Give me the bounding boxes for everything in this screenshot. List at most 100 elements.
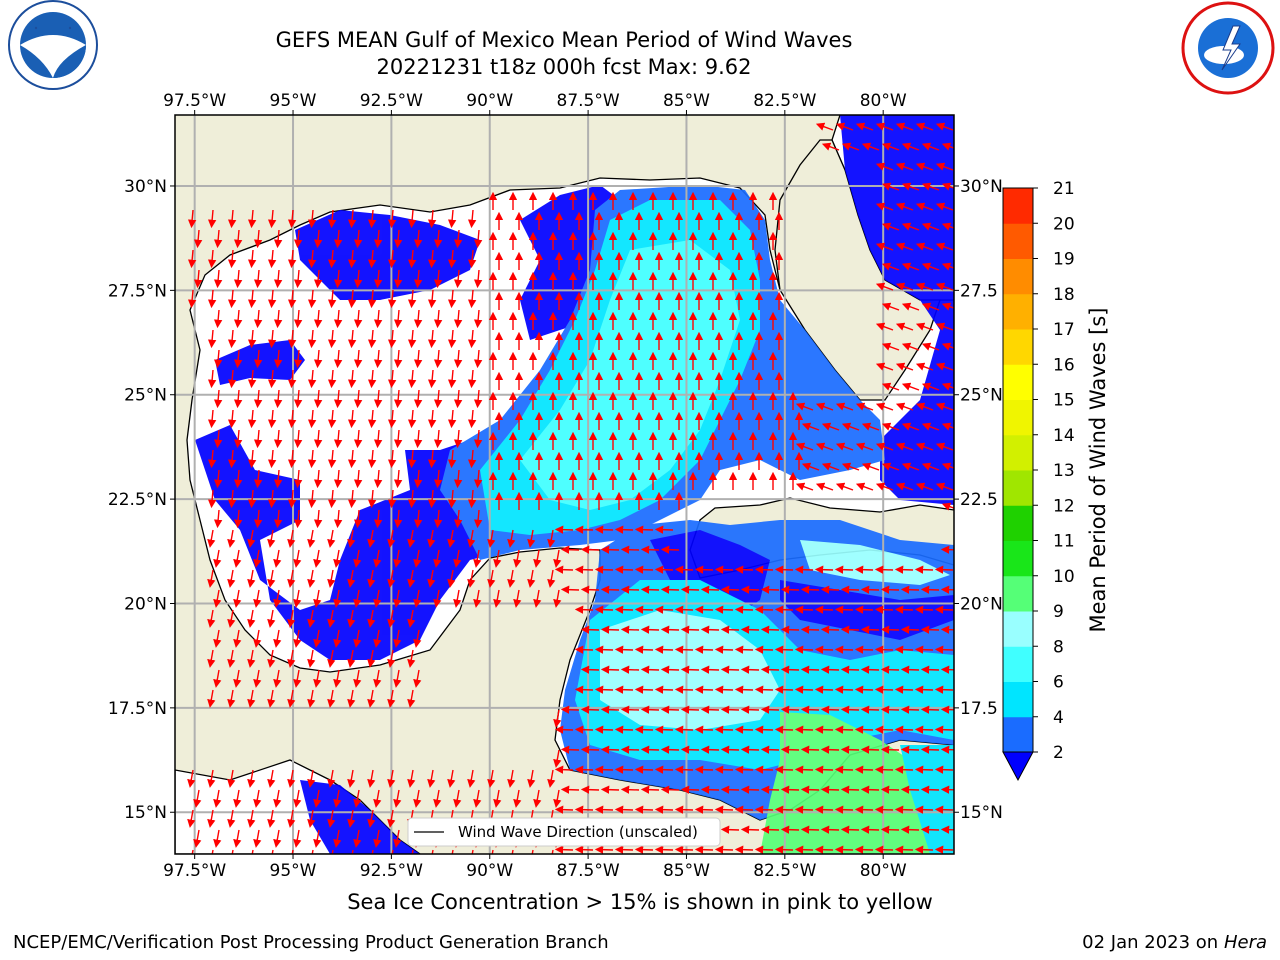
wave-arrow-267 <box>393 349 403 369</box>
wave-arrow-621 <box>207 569 216 588</box>
wave-arrow-672 <box>473 589 482 608</box>
wave-arrow-226 <box>227 329 237 349</box>
colorbar-label-0: 2 <box>1053 743 1064 763</box>
lon-bottom-label-4: 87.5°W <box>557 861 620 881</box>
wave-arrow-1068 <box>251 849 254 854</box>
wave-arrow-163 <box>287 289 297 309</box>
wave-arrow-822 <box>307 689 316 708</box>
wave-arrow-230 <box>307 329 317 349</box>
wave-arrow-156 <box>921 262 940 271</box>
wave-arrow-165 <box>327 289 337 309</box>
national-weather-service-logo <box>1181 1 1275 95</box>
wave-arrow-29 <box>327 209 337 229</box>
wave-arrow-988 <box>207 809 216 828</box>
wave-arrow-22 <box>187 209 197 229</box>
wave-arrow-171 <box>447 289 457 309</box>
wave-arrow-357 <box>207 409 217 429</box>
wave-arrow-549 <box>253 509 263 529</box>
wave-arrow-438 <box>307 449 317 469</box>
wave-arrow-676 <box>553 589 562 608</box>
wave-arrow-673 <box>493 589 502 608</box>
wave-arrow-259 <box>233 349 243 369</box>
wave-arrow-662 <box>273 589 282 608</box>
wave-arrow-914 <box>287 769 296 788</box>
wave-arrow-735 <box>373 629 382 648</box>
lon-bottom-label-1: 95°W <box>270 861 317 881</box>
wave-arrow-997 <box>387 809 396 828</box>
wave-arrow-166 <box>347 289 357 309</box>
wave-arrow-124 <box>193 269 203 289</box>
wave-arrow-586 <box>487 529 496 548</box>
wave-arrow-767 <box>407 649 416 668</box>
wave-arrow-53 <box>895 202 914 211</box>
run-date-text: 02 Jan 2023 on <box>1082 932 1224 953</box>
wave-arrow-292 <box>227 369 237 389</box>
wave-arrow-705 <box>367 609 376 628</box>
wave-arrow-948 <box>193 789 202 808</box>
lat-right-label-5: 17.5 <box>960 699 998 719</box>
wave-arrow-1 <box>835 122 854 131</box>
wave-arrow-429 <box>881 422 900 431</box>
wave-arrow-361 <box>287 409 297 429</box>
wave-arrow-1071 <box>311 849 314 854</box>
wave-arrow-302 <box>427 369 437 389</box>
wave-arrow-66 <box>393 229 403 249</box>
wave-arrow-1028 <box>233 829 242 848</box>
wave-arrow-1030 <box>273 829 282 848</box>
wave-arrow-266 <box>373 349 383 369</box>
wave-arrow-229 <box>287 329 297 349</box>
wave-arrow-584 <box>447 529 456 548</box>
colorbar-segment-2 <box>1003 646 1033 682</box>
wave-arrow-475 <box>293 469 303 489</box>
wave-arrow-127 <box>253 269 263 289</box>
wave-arrow-87 <box>901 222 920 231</box>
wave-arrow-502 <box>821 462 840 471</box>
wave-arrow-633 <box>447 569 456 588</box>
wave-arrow-637 <box>527 569 536 588</box>
colorbar-label-13: 18 <box>1053 285 1075 305</box>
wave-arrow-328 <box>293 389 303 409</box>
wave-arrow-21 <box>941 182 954 191</box>
wave-arrow-205 <box>473 309 483 329</box>
wave-arrow-553 <box>333 509 343 529</box>
wave-arrow-167 <box>367 289 377 309</box>
wave-arrow-482 <box>433 469 443 489</box>
wave-arrow-631 <box>407 569 416 588</box>
wave-arrow-579 <box>347 529 356 548</box>
wave-arrow-34 <box>427 209 437 229</box>
wave-arrow-297 <box>327 369 337 389</box>
wave-arrow-191 <box>935 282 954 291</box>
wave-arrow-481 <box>413 469 423 489</box>
wave-arrow-636 <box>507 569 516 588</box>
wave-arrow-915 <box>307 769 316 788</box>
wave-arrow-480 <box>393 469 403 489</box>
wave-arrow-706 <box>387 609 396 628</box>
wave-arrow-268 <box>413 349 423 369</box>
wave-arrow-265 <box>353 349 363 369</box>
wave-arrow-68 <box>433 229 443 249</box>
wave-arrow-401 <box>333 429 343 449</box>
wave-arrow-996 <box>367 809 376 828</box>
wave-arrow-363 <box>327 409 337 429</box>
wave-arrow-704 <box>347 609 356 628</box>
chart-title: GEFS MEAN Gulf of Mexico Mean Period of … <box>275 28 853 52</box>
wave-arrow-95 <box>287 249 297 269</box>
wave-arrow-824 <box>347 689 356 708</box>
lon-top-label-0: 97.5°W <box>163 91 226 111</box>
wave-arrow-1081 <box>511 849 514 854</box>
wave-arrow-551 <box>293 509 303 529</box>
wave-arrow-7 <box>821 142 840 151</box>
wave-arrow-169 <box>407 289 417 309</box>
wave-arrow-138 <box>473 269 483 289</box>
wave-arrow-1034 <box>353 829 362 848</box>
wave-arrow-572 <box>207 529 216 548</box>
wave-arrow-541 <box>835 482 854 491</box>
wave-arrow-19 <box>901 182 920 191</box>
wave-arrow-888 <box>553 749 562 768</box>
wave-arrow-92 <box>227 249 237 269</box>
wave-arrow-189 <box>895 282 914 291</box>
wave-arrow-400 <box>313 429 323 449</box>
wave-arrow-54 <box>915 202 934 211</box>
wave-arrow-32 <box>387 209 397 229</box>
wave-arrow-663 <box>293 589 302 608</box>
